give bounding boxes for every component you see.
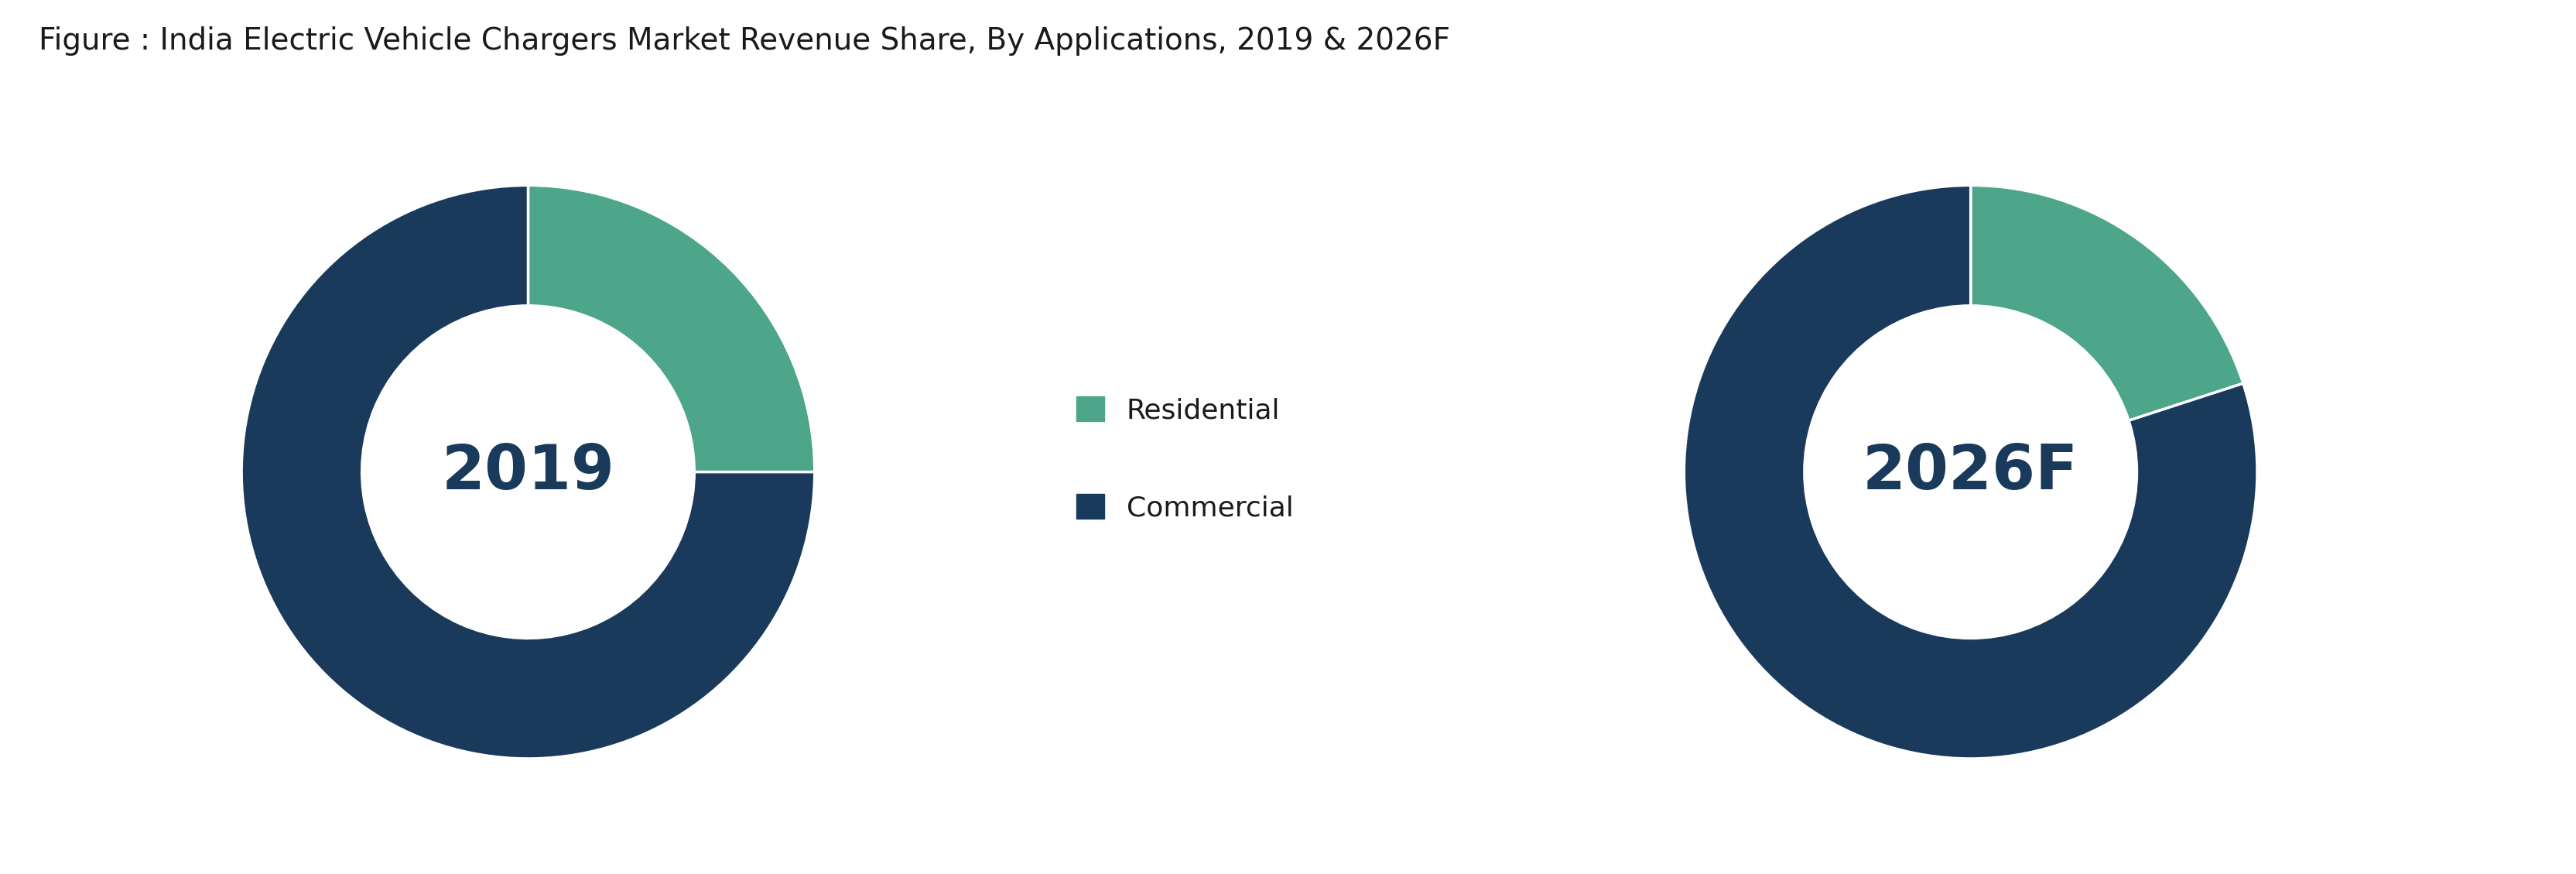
Text: 2026F: 2026F xyxy=(1862,441,2079,503)
Wedge shape xyxy=(528,185,814,472)
Wedge shape xyxy=(242,185,814,759)
Wedge shape xyxy=(1971,185,2244,420)
Wedge shape xyxy=(1685,185,2257,759)
Text: 2019: 2019 xyxy=(440,441,616,503)
Legend: Residential, Commercial: Residential, Commercial xyxy=(1077,397,1293,521)
Text: Figure : India Electric Vehicle Chargers Market Revenue Share, By Applications, : Figure : India Electric Vehicle Chargers… xyxy=(39,26,1450,56)
